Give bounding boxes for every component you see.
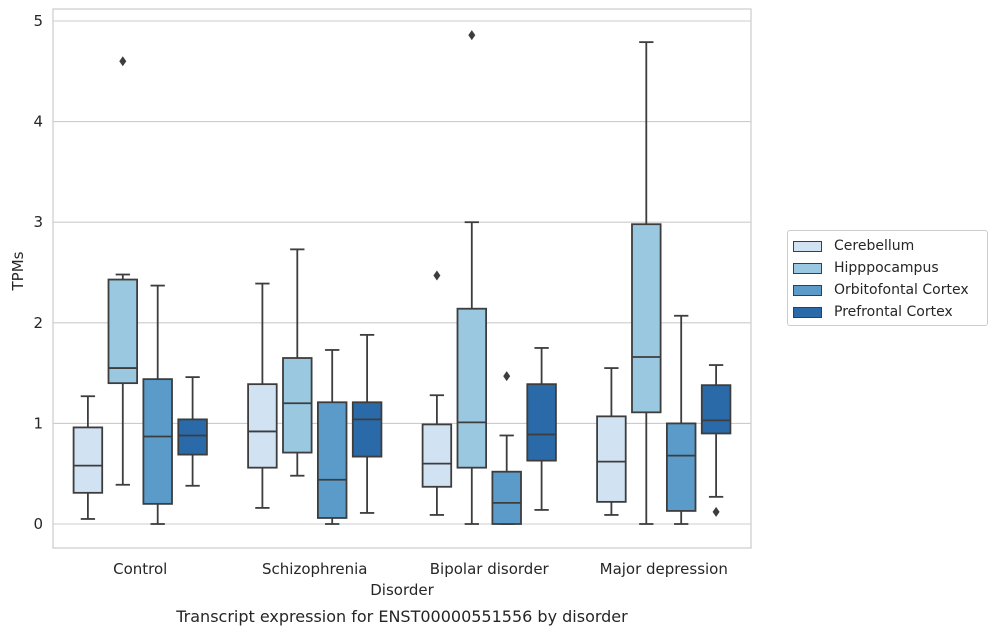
box-body [700, 384, 732, 435]
box [700, 364, 732, 517]
box [421, 270, 453, 516]
box [142, 284, 173, 525]
legend-swatch [793, 284, 822, 296]
legend-label: Cerebellum [834, 238, 915, 254]
y-tick-label: 1 [33, 414, 43, 432]
box-body [282, 357, 313, 454]
legend-item-orbitofontal-cortex: Orbitofontal Cortex [793, 280, 969, 300]
outlier-point [119, 56, 127, 67]
x-tick-label: Major depression [600, 560, 728, 578]
box [596, 367, 627, 516]
box-body [247, 383, 278, 469]
box-body [316, 401, 348, 519]
box [247, 282, 278, 509]
legend-swatch [793, 240, 822, 252]
box [526, 347, 557, 511]
box-body [351, 401, 383, 458]
outlier-point [468, 30, 476, 41]
outlier-point [433, 270, 441, 281]
box-body [526, 383, 557, 462]
y-tick-label: 2 [33, 314, 43, 332]
y-tick-label: 5 [33, 12, 43, 30]
legend-item-hipppocampus: Hipppocampus [793, 258, 939, 278]
legend-label: Prefrontal Cortex [834, 304, 953, 320]
outlier-point [712, 506, 720, 517]
box [72, 395, 104, 520]
x-tick-label: Bipolar disorder [430, 560, 550, 578]
y-tick-labels: 0 1 2 3 4 5 [33, 12, 43, 533]
box [456, 30, 488, 525]
box-body [142, 378, 173, 505]
legend-item-prefrontal-cortex: Prefrontal Cortex [793, 302, 953, 322]
box [316, 349, 348, 525]
x-tick-label: Control [113, 560, 167, 578]
x-tick-labels: Control Schizophrenia Bipolar disorder Majo… [113, 560, 728, 578]
box [491, 371, 522, 525]
box [177, 376, 208, 487]
box-body [491, 470, 522, 525]
box-body [596, 415, 627, 503]
plot-frame [52, 8, 752, 549]
y-axis-label: TPMs [9, 251, 27, 291]
box [282, 248, 313, 477]
box-body [72, 426, 104, 494]
box-body [456, 307, 488, 469]
legend: Cerebellum Hipppocampus Orbitofontal Cor… [787, 230, 988, 326]
y-tick-label: 3 [33, 213, 43, 231]
box-body [107, 278, 139, 385]
box-body [177, 418, 208, 456]
y-tick-label: 4 [33, 113, 43, 131]
chart-caption: Transcript expression for ENST0000055155… [176, 607, 628, 626]
legend-item-cerebellum: Cerebellum [793, 236, 914, 256]
box-body [631, 223, 662, 414]
outlier-point [503, 371, 511, 382]
box [665, 314, 697, 525]
box-groups [72, 30, 732, 525]
x-tick-label: Schizophrenia [262, 560, 367, 578]
x-axis-label: Disorder [370, 581, 434, 599]
box-body [665, 422, 697, 512]
legend-swatch [793, 262, 822, 274]
box [107, 56, 139, 486]
legend-label: Hipppocampus [834, 260, 939, 276]
legend-label: Orbitofontal Cortex [834, 282, 969, 298]
box-body [421, 423, 453, 488]
box [351, 333, 383, 514]
y-tick-label: 0 [33, 515, 43, 533]
legend-swatch [793, 306, 822, 318]
box [631, 41, 662, 525]
